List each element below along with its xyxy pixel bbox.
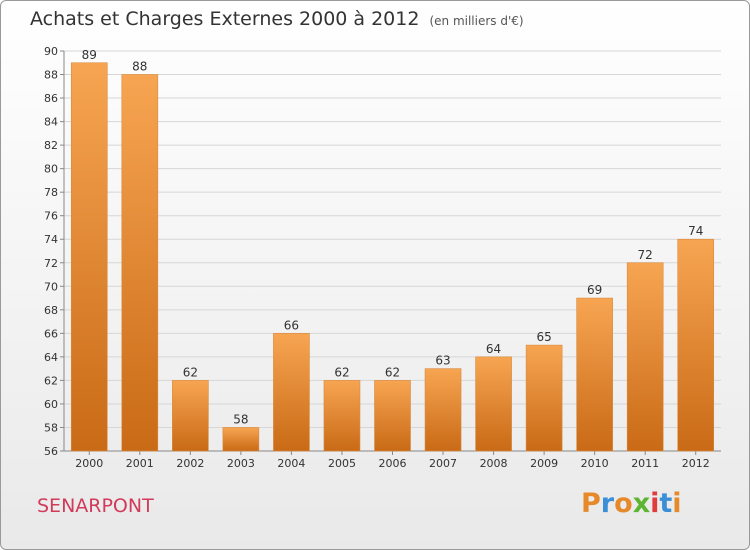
title-text: Achats et Charges Externes 2000 à 2012 [30,8,420,30]
bar-label-2007: 63 [435,354,450,368]
x-tick-label-2001: 2001 [126,457,154,470]
y-tick-label: 58 [44,421,58,434]
x-tick-label-2006: 2006 [379,457,407,470]
x-tick-label-2000: 2000 [75,457,103,470]
y-tick-label: 56 [44,445,58,458]
bar-2009 [525,344,563,452]
bar-2004 [273,333,310,452]
bar-2010 [576,297,613,452]
bar-label-2000: 89 [82,48,97,62]
y-tick-label: 76 [44,210,58,223]
commune-name: SENARPONT [37,495,154,517]
bar-2007 [424,368,462,452]
logo-letter: t [659,488,673,519]
bar-2001 [121,74,159,452]
x-tick-label-2010: 2010 [581,457,609,470]
bar-2008 [475,356,512,452]
y-tick-label: 74 [44,233,58,246]
y-tick-label: 64 [44,351,58,364]
y-tick-label: 70 [44,280,58,293]
logo-letter: o [614,488,633,519]
x-tick-label-2008: 2008 [480,457,508,470]
y-tick-label: 88 [44,69,58,82]
x-tick-label-2011: 2011 [631,457,659,470]
bar-label-2008: 64 [486,342,501,356]
y-tick-label: 82 [44,139,58,152]
bar-2005 [323,380,361,452]
logo-letter: i [650,488,660,519]
bar-2000 [70,62,108,452]
y-tick-label: 60 [44,398,58,411]
x-tick-label-2007: 2007 [429,457,457,470]
bars: 89 88 62 58 66 62 62 63 64 65 69 72 74 [70,48,715,452]
y-tick-label: 78 [44,186,58,199]
logo-letter: P [581,488,601,519]
x-tick-label-2005: 2005 [328,457,356,470]
bar-label-2012: 74 [688,224,703,238]
proxiti-logo: Proxiti [581,488,682,519]
bar-label-2003: 58 [233,412,248,426]
bar-2011 [626,262,664,452]
logo-letter: x [632,488,651,519]
bar-label-2002: 62 [183,365,198,379]
y-tick-label: 90 [44,45,58,58]
bar-2012 [677,238,715,452]
bar-2002 [172,380,209,452]
x-tick-label-2009: 2009 [530,457,558,470]
x-tick-label-2002: 2002 [176,457,204,470]
bar-label-2001: 88 [132,60,147,74]
bar-label-2004: 66 [284,318,299,332]
bar-2003 [222,427,260,452]
bar-label-2011: 72 [638,248,653,262]
y-tick-label: 72 [44,257,58,270]
chart-title: Achats et Charges Externes 2000 à 2012 (e… [30,8,524,30]
bar-label-2006: 62 [385,365,400,379]
y-tick-label: 80 [44,163,58,176]
logo-letter: i [672,488,682,519]
bar-label-2010: 69 [587,283,602,297]
x-tick-label-2003: 2003 [227,457,255,470]
y-tick-label: 66 [44,327,58,340]
y-tick-label: 84 [44,116,58,129]
bar-label-2005: 62 [334,365,349,379]
y-tick-label: 86 [44,92,58,105]
axes: 56 58 60 62 64 66 68 70 72 74 76 78 80 82 84 86 88 90 2000… [44,45,721,470]
x-tick-label-2004: 2004 [277,457,305,470]
title-unit: (en milliers d'€) [429,14,524,28]
bar-2006 [374,380,411,452]
y-tick-label: 62 [44,374,58,387]
y-tick-label: 68 [44,304,58,317]
logo-letter: r [600,488,615,519]
x-tick-label-2012: 2012 [682,457,710,470]
bar-label-2009: 65 [536,330,551,344]
